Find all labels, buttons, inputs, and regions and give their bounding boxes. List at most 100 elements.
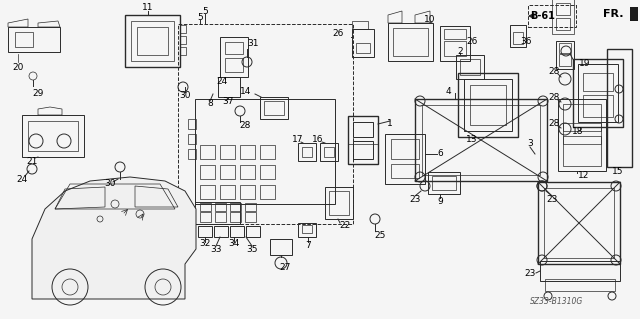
Text: 5: 5 — [202, 6, 208, 16]
Bar — [444, 41, 466, 56]
Bar — [556, 3, 570, 15]
Bar — [510, 25, 526, 47]
Bar — [428, 172, 460, 194]
Bar — [137, 27, 168, 55]
Bar — [245, 203, 256, 211]
Bar — [352, 29, 374, 57]
Bar — [195, 99, 335, 204]
Bar — [200, 212, 211, 222]
Bar — [230, 226, 244, 237]
Text: FR.: FR. — [603, 9, 623, 19]
Bar — [230, 212, 241, 222]
Bar — [563, 136, 601, 144]
Text: 21: 21 — [26, 157, 38, 166]
Bar — [200, 145, 215, 159]
Bar — [195, 202, 240, 224]
Bar — [188, 134, 196, 144]
Bar — [348, 116, 378, 164]
Bar — [218, 77, 240, 97]
Bar — [353, 122, 373, 137]
Bar — [353, 141, 373, 159]
Bar — [563, 123, 601, 131]
Bar — [460, 59, 480, 75]
Bar — [578, 64, 618, 122]
Text: 26: 26 — [467, 36, 477, 46]
Bar — [131, 21, 174, 61]
Bar — [180, 47, 186, 55]
Text: 28: 28 — [548, 93, 560, 101]
Text: 10: 10 — [424, 14, 436, 24]
Bar — [125, 15, 180, 67]
Text: 23: 23 — [524, 270, 536, 278]
Bar — [225, 58, 243, 72]
Bar — [198, 226, 212, 237]
Bar — [214, 226, 228, 237]
Bar — [302, 225, 312, 233]
Text: 26: 26 — [332, 29, 344, 39]
Bar — [298, 223, 316, 237]
Text: B-61: B-61 — [531, 11, 556, 21]
Text: 17: 17 — [292, 135, 304, 144]
Bar — [540, 261, 620, 281]
Text: 5: 5 — [197, 12, 203, 21]
Bar — [563, 104, 601, 166]
Bar — [415, 99, 547, 181]
Text: 9: 9 — [437, 197, 443, 205]
Bar — [178, 24, 353, 224]
Bar — [422, 105, 540, 175]
Bar — [270, 239, 292, 255]
Bar — [538, 182, 620, 264]
Text: 15: 15 — [612, 167, 624, 175]
Bar — [260, 185, 275, 199]
Bar — [393, 28, 428, 56]
Polygon shape — [32, 177, 196, 299]
Bar — [558, 99, 606, 171]
Bar — [220, 37, 248, 77]
Text: 16: 16 — [312, 135, 324, 144]
Bar — [544, 188, 614, 258]
Text: 27: 27 — [279, 263, 291, 271]
Bar — [260, 145, 275, 159]
Text: 14: 14 — [240, 86, 252, 95]
Text: 12: 12 — [579, 172, 589, 181]
Text: 6: 6 — [437, 150, 443, 159]
Bar — [260, 165, 275, 179]
Bar — [556, 18, 570, 30]
Bar — [456, 55, 484, 79]
Bar — [391, 164, 419, 178]
Text: 28: 28 — [548, 118, 560, 128]
Text: 7: 7 — [305, 241, 311, 249]
Bar — [556, 41, 574, 69]
Text: 34: 34 — [228, 240, 240, 249]
Text: 28: 28 — [239, 122, 251, 130]
Bar — [440, 26, 470, 61]
Bar — [28, 121, 78, 151]
Bar — [552, 0, 574, 34]
Bar — [630, 7, 638, 21]
Bar — [215, 203, 226, 211]
Bar — [220, 145, 235, 159]
Bar — [22, 115, 84, 157]
Bar — [15, 32, 33, 47]
Bar — [324, 147, 334, 157]
Text: 19: 19 — [579, 60, 591, 69]
Text: 3: 3 — [527, 139, 533, 149]
Bar — [388, 23, 433, 61]
Bar — [200, 203, 211, 211]
Text: 35: 35 — [246, 244, 258, 254]
Bar — [607, 49, 632, 167]
Text: 20: 20 — [12, 63, 24, 71]
Bar — [240, 165, 255, 179]
Text: 23: 23 — [547, 195, 557, 204]
Bar — [180, 25, 186, 33]
Bar — [385, 134, 425, 184]
Bar — [245, 212, 256, 222]
Text: 4: 4 — [445, 86, 451, 95]
Text: 2: 2 — [457, 47, 463, 56]
Bar — [215, 212, 226, 222]
Bar — [545, 279, 615, 291]
Text: 24: 24 — [17, 174, 28, 183]
Text: 11: 11 — [142, 4, 154, 12]
Text: 8: 8 — [207, 100, 213, 108]
Bar — [230, 203, 241, 211]
